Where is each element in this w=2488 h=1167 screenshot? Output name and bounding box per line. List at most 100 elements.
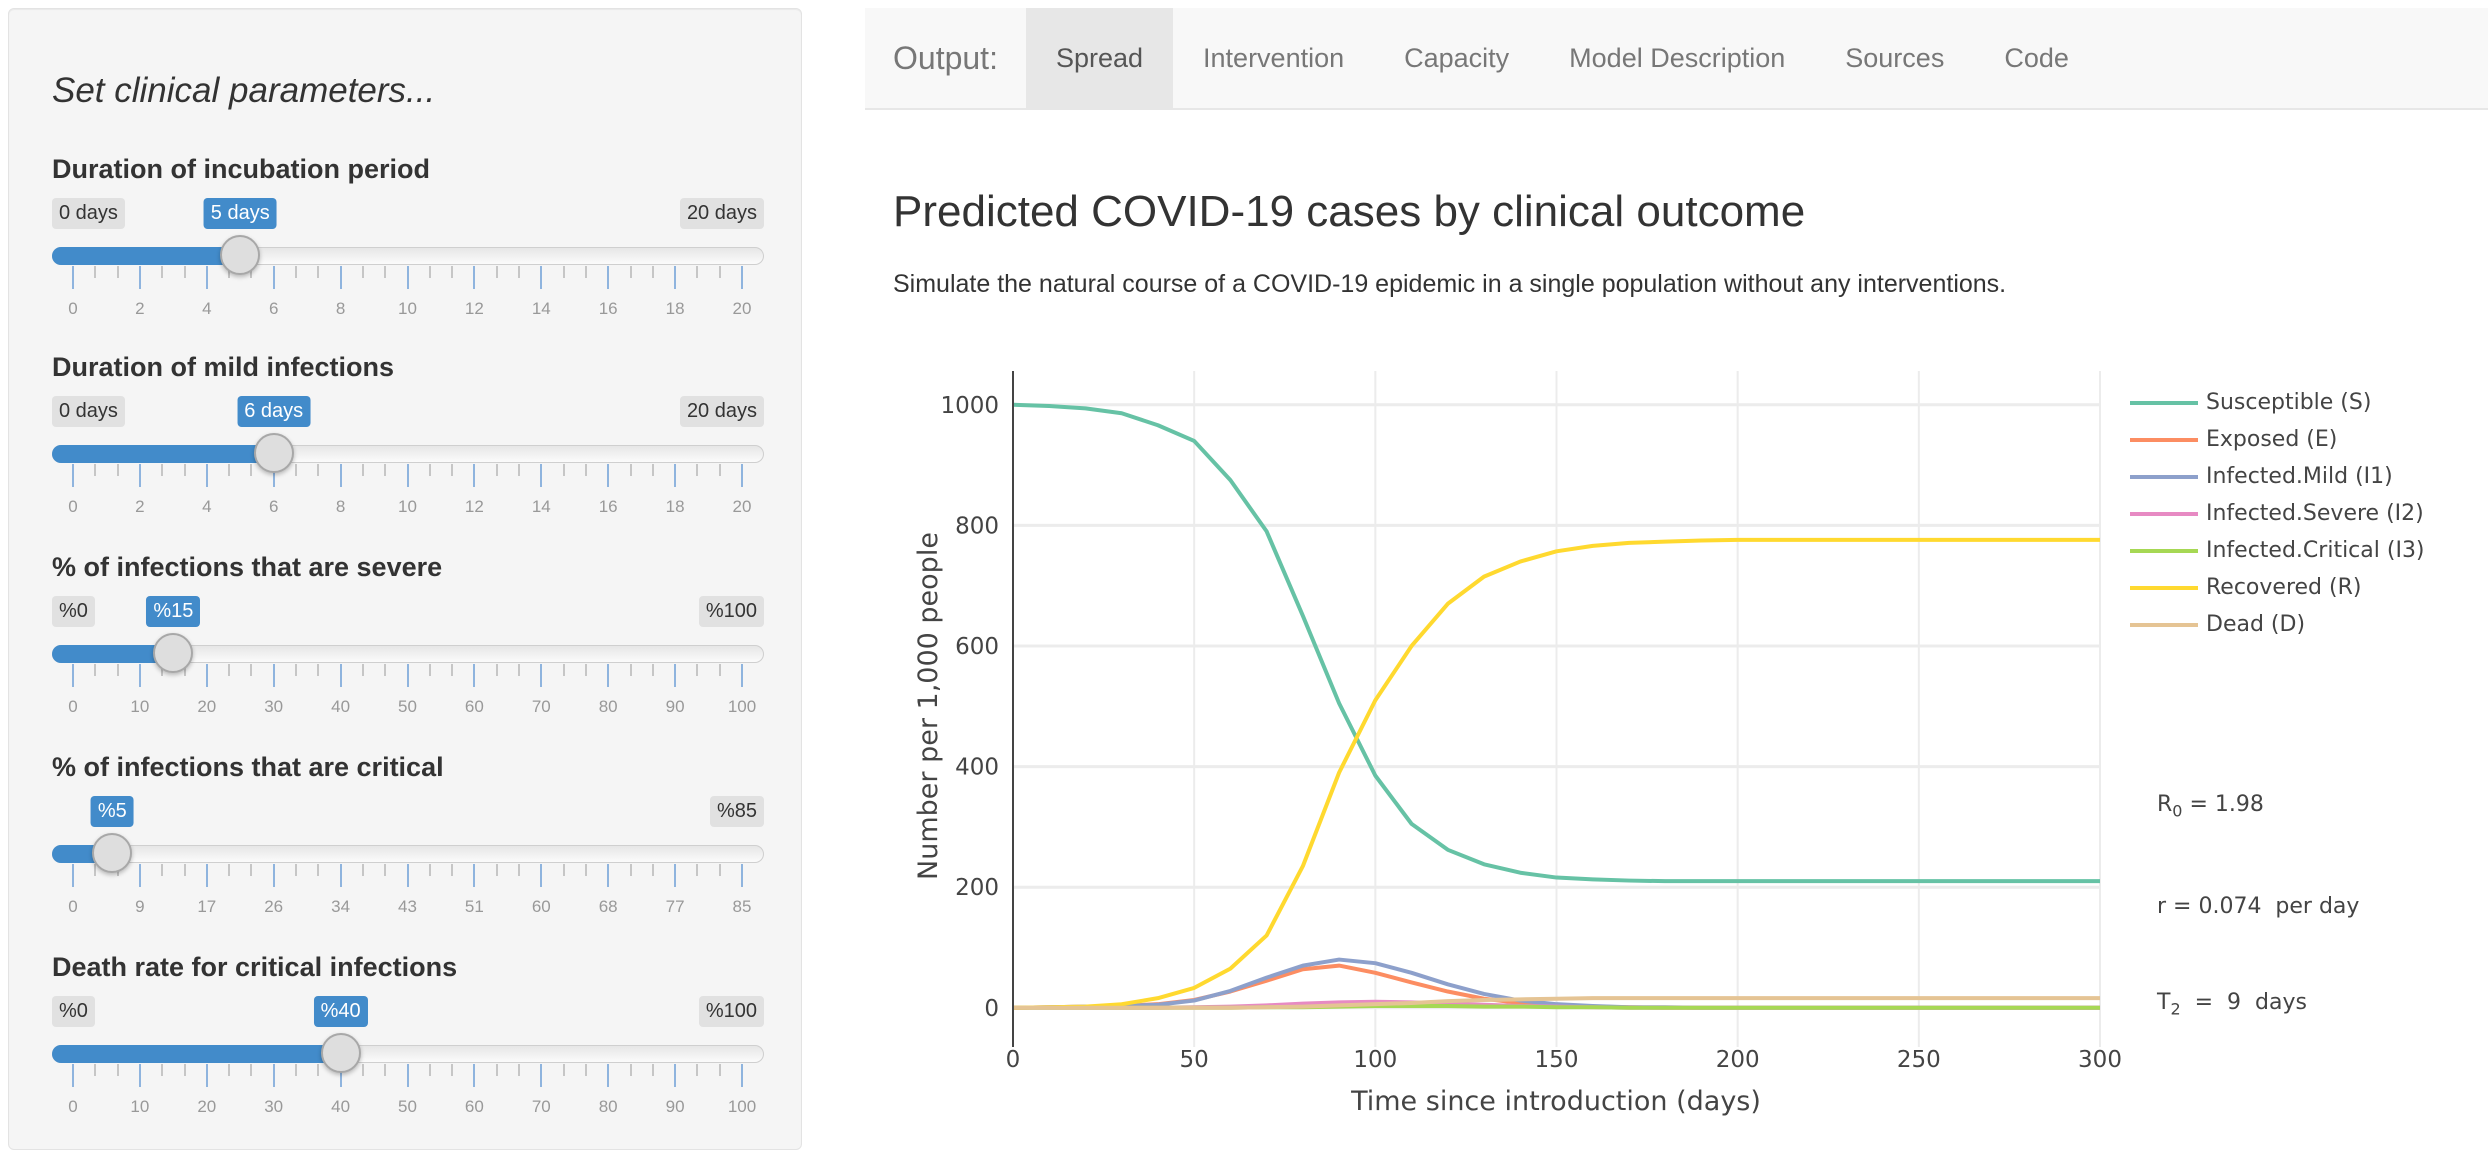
slider-tick — [495, 464, 498, 476]
slider-4[interactable]: % of infections that are critical %85 %5 0 9… — [9, 752, 801, 967]
slider-2[interactable]: Duration of mild infections 0 days 20 days… — [9, 352, 801, 567]
panel-heading: Set clinical parameters... — [52, 71, 436, 110]
slider-tick — [138, 864, 141, 887]
tab-model-description[interactable]: Model Description — [1569, 43, 1786, 73]
page-title: Predicted COVID-19 cases by clinical out… — [893, 187, 1806, 236]
slider-tick — [339, 864, 342, 887]
slider-tick-label: 85 — [732, 897, 752, 916]
slider-tick — [540, 266, 543, 289]
chart-plot[interactable]: 0 50 100 150 200 250 300 0 200 400 600 800 1000 Time… — [865, 340, 2488, 1132]
slider-tick-label: 51 — [464, 897, 484, 916]
tab-code[interactable]: Code — [2004, 43, 2069, 73]
slider-thumb[interactable] — [320, 1033, 361, 1073]
slider-tick — [629, 464, 632, 476]
slider-tick — [72, 266, 74, 289]
slider-min-badge: %0 — [52, 596, 95, 627]
slider-tick-label: 20 — [197, 1097, 217, 1116]
slider-tick — [696, 464, 699, 476]
x-tick-label: 300 — [2078, 1047, 2122, 1073]
slider-tick — [384, 864, 387, 876]
slider-tick — [250, 266, 253, 278]
slider-tick — [94, 266, 97, 278]
slider-tick — [718, 864, 721, 876]
slider-thumb[interactable] — [253, 433, 294, 473]
slider-tick — [718, 266, 721, 278]
spread-chart[interactable]: 0 50 100 150 200 250 300 0 200 400 600 800 1000 Time… — [865, 340, 2488, 1132]
legend-item-infected-mild[interactable]: Infected.Mild (I1) — [2130, 458, 2425, 495]
legend-label: Recovered (R) — [2206, 575, 2362, 600]
slider-tick-label: 6 — [268, 299, 279, 318]
slider-tick — [116, 664, 119, 676]
slider-tick — [607, 1064, 610, 1087]
slider-tick — [629, 1064, 632, 1076]
slider-tick — [138, 1064, 141, 1087]
legend-item-infected-critical[interactable]: Infected.Critical (I3) — [2130, 532, 2425, 569]
slider-tick — [250, 1064, 253, 1076]
slider-tick-label: 8 — [335, 299, 346, 318]
slider-tick — [116, 1064, 119, 1076]
slider-tick-label: 34 — [331, 897, 351, 916]
slider-tick — [406, 266, 409, 289]
slider-tick — [629, 266, 632, 278]
x-tick-label: 150 — [1535, 1047, 1579, 1073]
slider-fill — [52, 1045, 341, 1063]
slider-tick-label: 70 — [531, 697, 551, 716]
slider-track[interactable] — [52, 845, 764, 863]
slider-tick-label: 10 — [130, 1097, 150, 1116]
tab-capacity[interactable]: Capacity — [1404, 43, 1510, 73]
slider-tick — [495, 864, 498, 876]
y-axis-title: Number per 1,000 people — [913, 532, 944, 880]
legend-item-recovered[interactable]: Recovered (R) — [2130, 569, 2425, 606]
slider-tick — [651, 464, 654, 476]
slider-tick-label: 16 — [598, 497, 618, 516]
series-line-recovered-r — [1012, 537, 2100, 1010]
y-tick-label: 0 — [984, 996, 999, 1022]
y-tick-label: 600 — [955, 634, 999, 660]
slider-5[interactable]: Death rate for critical infections %0 %100… — [9, 952, 801, 1167]
slider-tick — [674, 1064, 677, 1087]
slider-tick — [384, 1064, 387, 1076]
y-tick-label: 800 — [955, 513, 999, 539]
slider-tick-label: 8 — [335, 497, 346, 516]
slider-thumb[interactable] — [153, 633, 194, 673]
legend-item-exposed[interactable]: Exposed (E) — [2130, 421, 2425, 458]
slider-3[interactable]: % of infections that are severe %0 %100 %15… — [9, 552, 801, 767]
slider-tick — [651, 664, 654, 676]
slider-tick — [473, 864, 476, 887]
slider-tick — [72, 464, 74, 487]
model-stats-annotation: R0 = 1.98 r = 0.074 per day T2 = 9 days — [2157, 725, 2359, 1090]
slider-tick — [161, 464, 164, 476]
tab-sources[interactable]: Sources — [1845, 43, 1945, 73]
tab-intervention[interactable]: Intervention — [1203, 43, 1345, 73]
slider-label: % of infections that are critical — [52, 752, 444, 782]
legend-item-infected-severe[interactable]: Infected.Severe (I2) — [2130, 495, 2425, 532]
slider-thumb[interactable] — [220, 235, 261, 275]
slider-tick-label: 12 — [464, 497, 484, 516]
slider-tick — [406, 464, 409, 487]
slider-tick-label: 2 — [135, 497, 145, 516]
slider-tick-label: 60 — [464, 1097, 484, 1116]
tab-spread[interactable]: Spread — [1025, 8, 1174, 108]
slider-1[interactable]: Duration of incubation period 0 days 20 da… — [9, 154, 801, 369]
slider-value-badge: 6 days — [237, 396, 311, 427]
slider-tick-label: 70 — [531, 1097, 551, 1116]
legend-label: Infected.Severe (I2) — [2206, 501, 2424, 526]
slider-tick — [629, 664, 632, 676]
slider-tick — [518, 1064, 520, 1076]
legend-item-susceptible[interactable]: Susceptible (S) — [2130, 384, 2425, 421]
slider-min-badge: %0 — [52, 996, 95, 1027]
slider-tick-label: 50 — [398, 1097, 417, 1116]
slider-tick-label: 12 — [464, 299, 484, 318]
legend-item-dead[interactable]: Dead (D) — [2130, 606, 2425, 643]
slider-label: Death rate for critical infections — [52, 952, 458, 982]
slider-tick-label: 10 — [398, 299, 417, 318]
slider-tick — [384, 266, 387, 278]
slider-tick — [228, 1064, 231, 1076]
slider-thumb[interactable] — [92, 833, 133, 873]
slider-tick-label: 10 — [398, 497, 417, 516]
slider-tick-label: 50 — [398, 697, 417, 716]
slider-tick — [317, 464, 320, 476]
slider-tick — [540, 864, 543, 887]
slider-tick — [272, 464, 275, 487]
slider-fill — [52, 247, 241, 265]
